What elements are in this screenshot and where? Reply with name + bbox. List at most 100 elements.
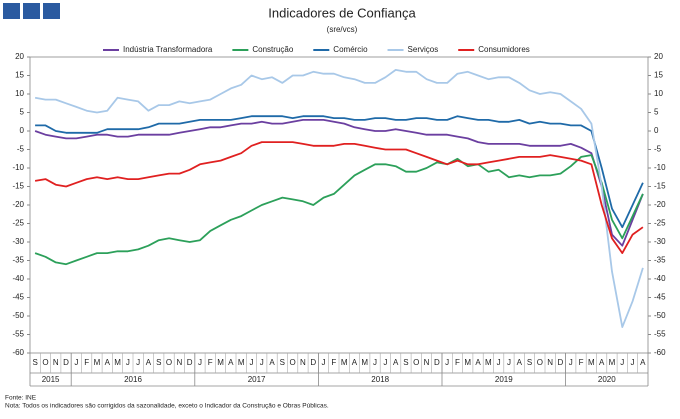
x-tick-label: A: [393, 358, 399, 367]
y-tick-label: -35: [12, 256, 24, 265]
y-tick-label: 20: [15, 52, 24, 61]
series-line: [35, 115, 644, 229]
x-tick-label: A: [640, 358, 646, 367]
x-tick-label: J: [631, 358, 635, 367]
legend-label: Comércio: [333, 45, 368, 54]
series-line: [34, 154, 644, 266]
x-tick-label: N: [300, 358, 306, 367]
note: Nota: Todos os indicadores são corrigido…: [5, 403, 329, 410]
y-tick-label: -20: [12, 200, 24, 209]
year-label: 2016: [124, 375, 142, 384]
logo-block: [43, 3, 60, 19]
y-tick-label: -50: [12, 311, 24, 320]
x-tick-label: O: [413, 358, 419, 367]
x-tick-label: J: [507, 358, 511, 367]
y-tick-label: -40: [12, 274, 24, 283]
x-tick-label: O: [166, 358, 172, 367]
legend-label: Construção: [252, 45, 293, 54]
year-label: 2017: [248, 375, 266, 384]
x-tick-label: S: [280, 358, 285, 367]
y-tick-label: -5: [17, 145, 25, 154]
x-tick-label: S: [156, 358, 161, 367]
x-tick-label: D: [558, 358, 564, 367]
y-tick-label: 0: [20, 126, 25, 135]
y2-tick-label: -20: [654, 200, 666, 209]
x-tick-label: J: [620, 358, 624, 367]
legend-label: Indústria Transformadora: [123, 45, 213, 54]
x-tick-label: M: [114, 358, 121, 367]
y2-tick-label: 15: [654, 71, 663, 80]
y-tick-label: -15: [12, 182, 24, 191]
x-tick-label: F: [331, 358, 336, 367]
plot-frame: [29, 56, 649, 354]
y2-tick-label: -60: [654, 348, 666, 357]
x-tick-label: J: [569, 358, 573, 367]
y2-tick-label: -5: [654, 145, 662, 154]
x-tick-label: M: [238, 358, 245, 367]
x-tick-label: D: [63, 358, 69, 367]
x-tick-label: A: [352, 358, 358, 367]
legend-label: Serviços: [408, 45, 439, 54]
x-tick-label: M: [464, 358, 471, 367]
x-tick-label: J: [126, 358, 130, 367]
y2-tick-label: -50: [654, 311, 666, 320]
x-tick-label: D: [187, 358, 193, 367]
x-tick-label: F: [84, 358, 89, 367]
source: Fonte: INE: [5, 395, 37, 402]
y2-tick-label: -30: [654, 237, 666, 246]
x-tick-label: O: [42, 358, 48, 367]
x-tick-label: M: [94, 358, 101, 367]
x-tick-label: J: [445, 358, 449, 367]
y-tick-label: 5: [20, 108, 25, 117]
x-tick-label: J: [497, 358, 501, 367]
x-tick-label: F: [579, 358, 584, 367]
y-tick-label: 10: [15, 89, 24, 98]
x-tick-label: A: [599, 358, 605, 367]
x-tick-label: F: [455, 358, 460, 367]
x-tick-label: O: [290, 358, 296, 367]
x-tick-label: M: [361, 358, 368, 367]
y2-tick-label: -15: [654, 182, 666, 191]
x-tick-label: A: [517, 358, 523, 367]
y2-tick-label: 10: [654, 89, 663, 98]
chart-title: Indicadores de Confiança: [268, 5, 416, 20]
legend-label: Consumidores: [478, 45, 530, 54]
y2-tick-label: -25: [654, 219, 666, 228]
y-tick-label: 15: [15, 71, 24, 80]
series-line: [34, 141, 644, 254]
y-tick-label: -60: [12, 348, 24, 357]
x-tick-label: A: [146, 358, 152, 367]
logo-block: [3, 3, 20, 19]
series-line: [34, 69, 644, 328]
x-tick-label: D: [310, 358, 316, 367]
y2-tick-label: 5: [654, 108, 659, 117]
x-tick-label: F: [208, 358, 213, 367]
x-tick-label: A: [105, 358, 111, 367]
y2-tick-label: 20: [654, 52, 663, 61]
y2-tick-label: -10: [654, 163, 666, 172]
y2-tick-label: -45: [654, 293, 666, 302]
y2-tick-label: 0: [654, 126, 659, 135]
y-tick-label: -25: [12, 219, 24, 228]
chart-subtitle: (sre/vcs): [327, 25, 358, 34]
x-tick-label: M: [341, 358, 348, 367]
logo-block: [23, 3, 40, 19]
x-tick-label: S: [32, 358, 37, 367]
year-label: 2020: [598, 375, 616, 384]
year-label: 2019: [495, 375, 513, 384]
x-tick-label: J: [136, 358, 140, 367]
x-tick-label: M: [217, 358, 224, 367]
x-tick-label: N: [547, 358, 553, 367]
x-tick-label: S: [403, 358, 408, 367]
y-tick-label: -55: [12, 330, 24, 339]
x-tick-label: M: [609, 358, 616, 367]
x-tick-label: A: [228, 358, 234, 367]
x-tick-label: N: [424, 358, 430, 367]
y-tick-label: -30: [12, 237, 24, 246]
x-tick-label: J: [322, 358, 326, 367]
year-label: 2015: [42, 375, 60, 384]
x-tick-label: M: [485, 358, 492, 367]
year-label: 2018: [371, 375, 389, 384]
x-tick-label: N: [176, 358, 182, 367]
